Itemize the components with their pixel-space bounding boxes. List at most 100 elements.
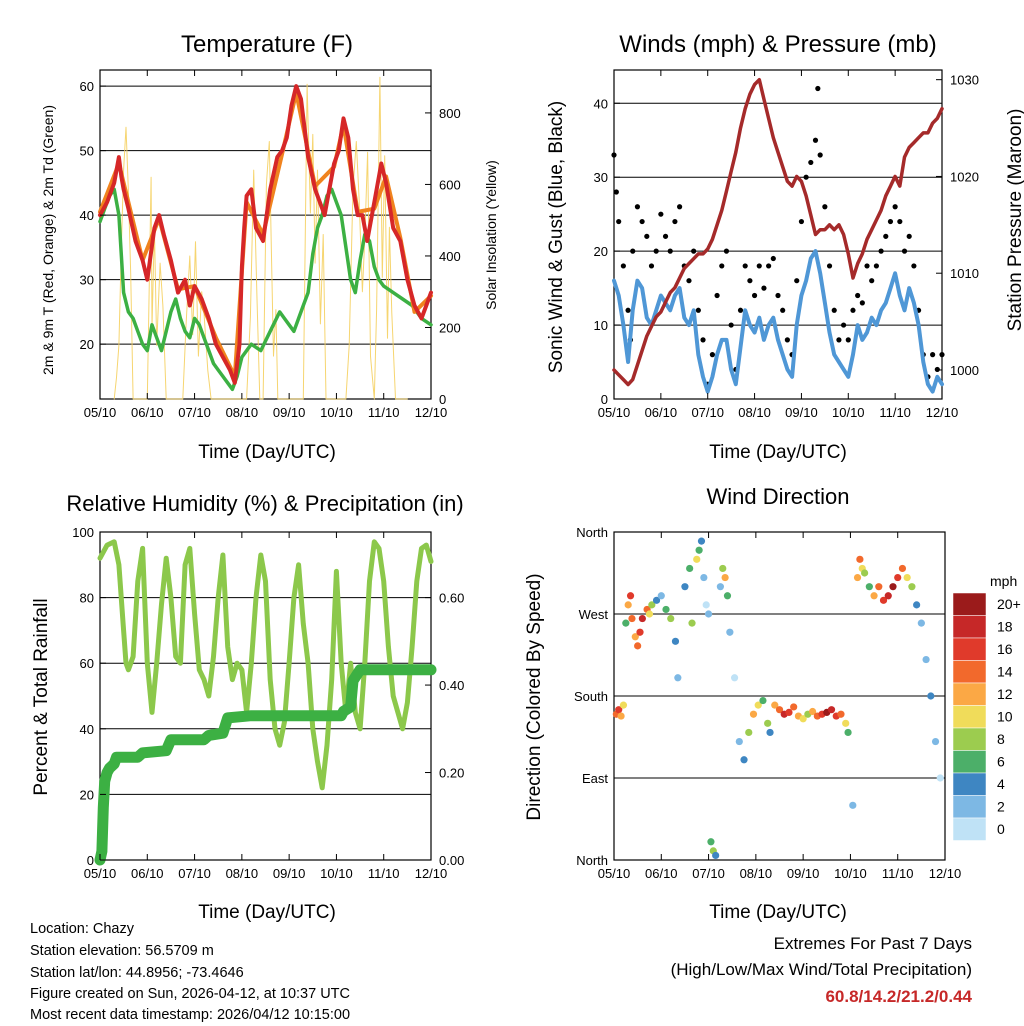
station-location: Location: Chazy bbox=[30, 921, 134, 937]
gust-point bbox=[850, 307, 856, 313]
direction-point bbox=[719, 564, 727, 573]
gust-point bbox=[667, 248, 673, 254]
left-y-tick-label: North bbox=[576, 853, 608, 868]
direction-point bbox=[735, 737, 743, 746]
x-tick-label: 09/10 bbox=[787, 866, 820, 881]
left-y-tick-label: 80 bbox=[80, 591, 94, 606]
direction-point bbox=[726, 628, 734, 636]
gust-point bbox=[672, 218, 678, 225]
left-y-tick-label: 60 bbox=[80, 79, 94, 94]
direction-point bbox=[695, 546, 703, 554]
colorbar-swatch bbox=[952, 772, 987, 796]
2m-temperature-line bbox=[98, 84, 433, 385]
right-y-tick-label: 0.20 bbox=[439, 766, 464, 781]
direction-point bbox=[704, 610, 713, 618]
right-y-tick-label: 1030 bbox=[950, 73, 979, 88]
gust-point bbox=[798, 218, 805, 225]
humidity-y2-ticks: 0.00 0.20 0.40 0.60 bbox=[425, 591, 464, 868]
direction-point bbox=[785, 708, 793, 717]
gust-point bbox=[766, 263, 772, 269]
direction-point bbox=[671, 637, 680, 645]
left-y-tick-label: 30 bbox=[594, 170, 608, 185]
speed-colorbar-legend: mph 20+ 18 16 14 12 10 8 6 4 2 0 bbox=[952, 573, 1021, 841]
sonic-wind-line bbox=[612, 249, 944, 394]
x-tick-label: 05/10 bbox=[598, 405, 631, 420]
x-tick-label: 10/10 bbox=[834, 866, 867, 881]
gust-point bbox=[808, 159, 814, 166]
direction-point bbox=[809, 707, 817, 716]
x-tick-label: 09/10 bbox=[273, 405, 306, 420]
gust-point bbox=[634, 204, 641, 210]
x-tick-label: 11/10 bbox=[882, 866, 914, 881]
right-y-tick-label: 400 bbox=[439, 249, 461, 264]
right-y-tick-label: 1010 bbox=[950, 266, 979, 281]
x-tick-label: 05/10 bbox=[598, 866, 631, 881]
direction-point bbox=[700, 573, 708, 582]
gust-point bbox=[817, 152, 823, 158]
direction-point bbox=[631, 633, 639, 641]
x-tick-label: 12/10 bbox=[929, 866, 962, 881]
gust-point bbox=[887, 218, 894, 225]
direction-point bbox=[707, 838, 715, 846]
gust-point bbox=[780, 307, 786, 313]
gust-point bbox=[644, 233, 650, 239]
gust-point bbox=[719, 263, 725, 269]
winds-y-ticks: 0 10 20 30 40 bbox=[594, 96, 620, 407]
x-tick-label: 08/10 bbox=[226, 405, 259, 420]
humidity-x-label: Time (Day/UTC) bbox=[198, 902, 336, 923]
left-y-tick-label: 100 bbox=[72, 525, 94, 540]
x-tick-label: 06/10 bbox=[645, 866, 678, 881]
direction-point bbox=[688, 619, 696, 627]
direction-panel: Wind Direction 05/10 06/10 07/10 08/10 09/10… bbox=[524, 484, 1021, 923]
direction-point bbox=[764, 719, 772, 727]
colorbar-title: mph bbox=[990, 573, 1017, 589]
direction-point bbox=[681, 583, 689, 591]
winds-x-ticks: 05/10 06/10 07/10 08/10 09/10 10/10 11/10 12/10 bbox=[598, 70, 958, 420]
temperature-x-label: Time (Day/UTC) bbox=[198, 442, 336, 463]
gust-point bbox=[611, 152, 617, 158]
gust-point bbox=[662, 233, 669, 239]
gust-point bbox=[616, 218, 622, 225]
gust-point bbox=[620, 263, 626, 269]
gust-point bbox=[691, 248, 697, 254]
gust-point bbox=[742, 263, 748, 269]
x-tick-label: 07/10 bbox=[692, 866, 725, 881]
temperature-x-ticks: 05/10 06/10 07/10 08/10 09/10 10/10 11/10 12/10 bbox=[84, 70, 447, 420]
gust-point bbox=[737, 307, 744, 313]
x-tick-label: 11/10 bbox=[879, 405, 911, 420]
direction-point bbox=[931, 737, 940, 746]
direction-point bbox=[745, 728, 753, 737]
direction-point bbox=[626, 592, 635, 600]
humidity-y-label: Percent & Total Rainfall bbox=[31, 598, 52, 795]
direction-y-ticks: North East South West North bbox=[574, 525, 620, 868]
left-y-tick-label: 40 bbox=[80, 208, 94, 223]
gust-point bbox=[677, 204, 683, 210]
gust-point bbox=[784, 337, 790, 343]
gust-point bbox=[831, 307, 837, 313]
gust-point bbox=[869, 278, 875, 284]
x-tick-label: 05/10 bbox=[84, 866, 117, 881]
direction-point bbox=[721, 573, 729, 582]
winds-title: Winds (mph) & Pressure (mb) bbox=[619, 31, 936, 58]
direction-point bbox=[759, 696, 767, 705]
gust-point bbox=[859, 300, 865, 306]
colorbar-swatch bbox=[952, 592, 987, 616]
gust-point bbox=[873, 263, 880, 269]
left-y-tick-label: West bbox=[579, 607, 609, 622]
latest-data-timestamp: Most recent data timestamp: 2026/04/12 1… bbox=[30, 1007, 351, 1023]
relative-humidity-line bbox=[97, 539, 434, 791]
gust-point bbox=[714, 292, 720, 299]
gust-point bbox=[906, 233, 912, 239]
direction-point bbox=[619, 701, 628, 709]
colorbar-label: 4 bbox=[997, 776, 1005, 792]
gust-point bbox=[864, 263, 870, 269]
x-tick-label: 12/10 bbox=[415, 866, 448, 881]
direction-point bbox=[913, 601, 921, 609]
right-y-tick-label: 0.00 bbox=[439, 853, 464, 868]
station-elevation: Station elevation: 56.5709 m bbox=[30, 943, 214, 959]
temperature-y-ticks: 20 30 40 50 60 bbox=[80, 79, 106, 352]
direction-point bbox=[844, 728, 852, 737]
x-tick-label: 08/10 bbox=[740, 866, 773, 881]
winds-panel: Winds (mph) & Pressure (mb) 05/10 06/10 07… bbox=[546, 31, 1024, 463]
direction-x-label: Time (Day/UTC) bbox=[709, 902, 847, 923]
